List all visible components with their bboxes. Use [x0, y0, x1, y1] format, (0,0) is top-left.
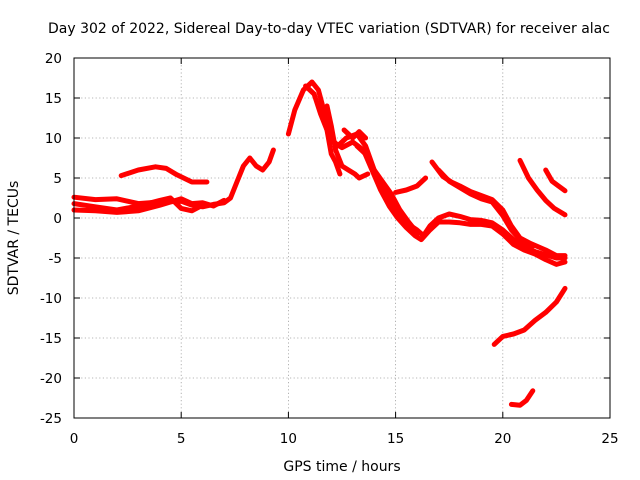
y-tick-label-3: 5 [53, 171, 62, 187]
series-arc-6 [303, 83, 568, 267]
y-tick-label-2: 10 [45, 131, 62, 147]
plot-frame [73, 57, 611, 419]
y-tick-label-9: -25 [40, 411, 62, 427]
y-axis-label: SDTVAR / TECUs [6, 181, 22, 296]
series-arc-7 [324, 103, 371, 181]
series-arc-15 [517, 157, 568, 218]
axis-ticks [73, 57, 611, 419]
series-arc-17 [491, 285, 568, 347]
series-arc-8 [318, 103, 343, 177]
x-tick-label-5: 25 [601, 431, 618, 447]
series-arc-12 [393, 175, 429, 195]
x-tick-label-0: 0 [70, 431, 79, 447]
x-tick-label-4: 20 [494, 431, 511, 447]
data-traces [71, 79, 568, 408]
y-tick-label-7: -15 [40, 331, 62, 347]
series-arc-2 [71, 196, 227, 215]
series-arc-18 [508, 388, 536, 408]
series-arc-11 [341, 127, 369, 141]
x-tick-label-1: 5 [177, 431, 186, 447]
y-tick-label-5: -5 [49, 251, 62, 267]
x-tick-label-2: 10 [280, 431, 297, 447]
x-tick-label-3: 15 [387, 431, 404, 447]
x-axis-tick-labels: 0 5 10 15 20 25 [70, 431, 619, 447]
y-tick-label-6: -10 [40, 291, 62, 307]
series-arc-3 [71, 195, 206, 214]
y-tick-label-1: 15 [45, 91, 62, 107]
series-arc-4 [118, 164, 210, 185]
series-arc-16 [543, 167, 568, 194]
series-arc-14 [436, 167, 536, 249]
series-arc-10 [354, 143, 420, 235]
y-tick-label-4: 0 [53, 211, 62, 227]
chart-title: Day 302 of 2022, Sidereal Day-to-day VTE… [48, 21, 610, 37]
x-axis-label: GPS time / hours [283, 459, 400, 475]
y-tick-label-8: -20 [40, 371, 62, 387]
y-axis-tick-labels: 20 15 10 5 0 -5 -10 -15 -20 -25 [40, 51, 62, 427]
y-tick-label-0: 20 [45, 51, 62, 67]
gridlines [74, 58, 610, 418]
